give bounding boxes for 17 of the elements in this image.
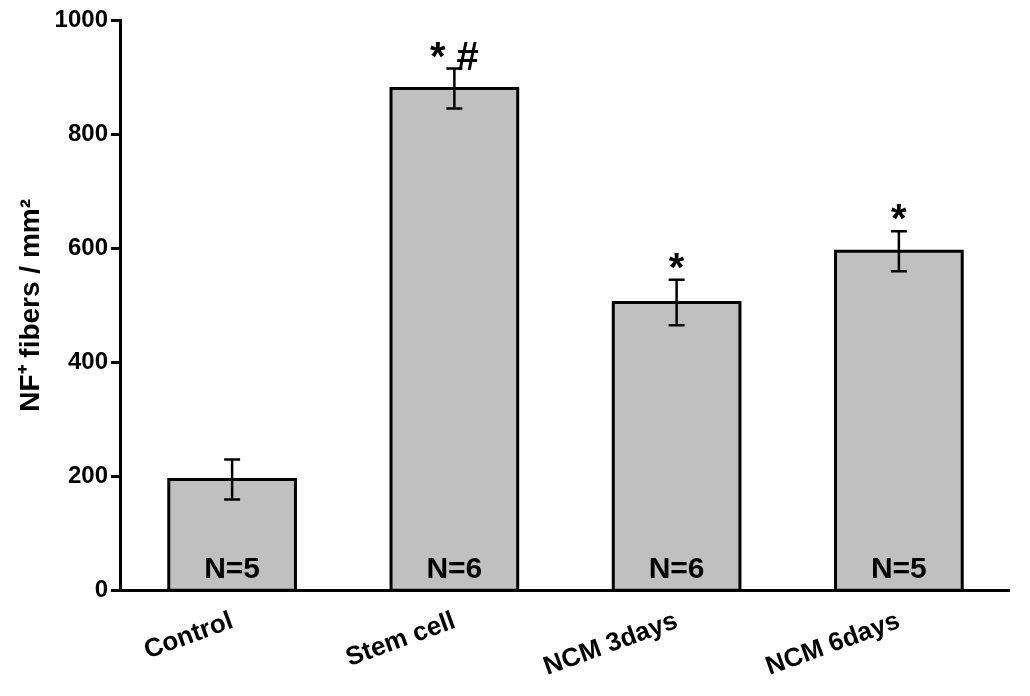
annotation: * [891,196,908,241]
x-tick-label: NCM 3days [539,604,682,681]
annotation: N=5 [870,551,927,585]
y-tick-label: 1000 [54,4,108,32]
annotation: * [668,244,685,289]
annotation: N=6 [426,551,483,585]
y-axis-title: NF⁺ fibers / mm² [13,198,45,412]
x-tick-label: NCM 6days [761,604,904,681]
x-tick-label: Stem cell [341,604,459,672]
y-tick-label: 200 [67,461,108,489]
annotation: N=5 [204,551,261,585]
annotation: N=6 [648,551,705,585]
y-tick-label: 600 [67,232,108,260]
annotation: * # [429,33,479,78]
y-tick-label: 0 [94,575,108,603]
y-tick-label: 800 [67,118,108,146]
y-tick-label: 400 [67,347,108,375]
